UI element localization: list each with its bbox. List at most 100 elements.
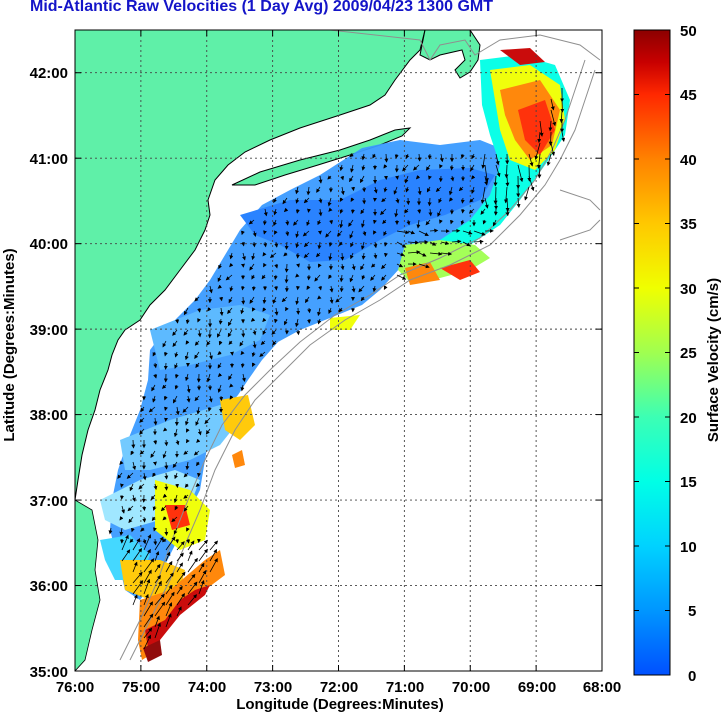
velocity-arrow xyxy=(262,219,267,226)
velocity-arrow xyxy=(328,252,333,261)
colorbar-tick-label: 45 xyxy=(680,87,697,104)
velocity-arrow xyxy=(150,450,156,458)
velocity-arrow xyxy=(209,540,219,551)
velocity-arrow xyxy=(249,296,255,304)
colorbar-tick-label: 20 xyxy=(680,410,697,427)
velocity-arrow xyxy=(152,505,157,511)
velocity-arrow xyxy=(153,527,157,532)
lat-tick-label: 41:00 xyxy=(30,151,68,168)
velocity-arrow xyxy=(206,340,211,346)
velocity-arrow xyxy=(132,461,137,471)
velocity-arrow xyxy=(262,317,267,323)
velocity-arrow xyxy=(302,230,310,237)
velocity-arrow xyxy=(451,239,462,244)
velocity-arrow xyxy=(262,296,267,304)
velocity-arrow xyxy=(373,252,378,259)
velocity-arrow xyxy=(435,186,442,192)
lat-tick-label: 42:00 xyxy=(30,65,68,82)
velocity-arrow xyxy=(396,274,407,280)
velocity-arrow xyxy=(251,351,256,358)
velocity-arrow xyxy=(187,594,198,606)
velocity-arrow xyxy=(143,578,151,595)
velocity-arrow xyxy=(327,197,332,207)
velocity-arrow xyxy=(550,98,555,111)
velocity-arrow xyxy=(143,548,151,562)
velocity-arrow xyxy=(151,516,156,522)
lon-tick-label: 72:00 xyxy=(320,679,358,696)
velocity-arrow xyxy=(427,153,432,160)
velocity-arrow xyxy=(154,563,161,573)
velocity-arrow xyxy=(240,384,245,392)
velocity-arrow xyxy=(405,186,410,193)
velocity-arrow xyxy=(176,593,185,606)
velocity-arrow xyxy=(183,494,189,499)
velocity-arrow xyxy=(240,362,245,368)
lon-tick-label: 73:00 xyxy=(254,679,292,696)
velocity-arrow xyxy=(450,175,455,182)
velocity-arrow xyxy=(338,307,343,313)
velocity-arrow xyxy=(263,262,267,268)
velocity-arrows xyxy=(108,87,566,650)
velocity-arrow xyxy=(126,472,134,479)
velocity-arrow xyxy=(537,131,542,143)
velocity-arrow xyxy=(217,284,222,289)
velocity-arrow xyxy=(317,295,322,300)
velocity-arrow xyxy=(328,307,332,314)
velocity-arrow xyxy=(394,208,399,218)
velocity-arrow xyxy=(492,219,497,227)
velocity-arrow xyxy=(162,427,168,432)
velocity-arrow xyxy=(380,208,387,216)
velocity-arrow xyxy=(407,240,420,245)
velocity-arrow xyxy=(142,505,147,511)
velocity-arrow xyxy=(537,164,542,179)
velocity-arrow xyxy=(119,527,124,536)
velocity-arrow xyxy=(360,175,365,184)
velocity-arrow xyxy=(372,153,377,159)
colorbar-tick-label: 0 xyxy=(688,668,696,685)
velocity-arrow xyxy=(185,340,190,345)
velocity-arrow xyxy=(306,285,311,290)
velocity-arrow xyxy=(140,527,145,532)
velocity-arrow xyxy=(381,263,387,270)
velocity-arrow xyxy=(348,219,354,227)
velocity-arrow xyxy=(429,251,443,256)
velocity-arrow xyxy=(361,219,365,228)
velocity-arrow xyxy=(274,241,279,248)
velocity-arrow xyxy=(429,241,437,246)
velocity-arrow xyxy=(217,384,222,393)
velocity-arrow xyxy=(152,351,157,357)
velocity-arrow xyxy=(350,252,354,260)
velocity-arrow xyxy=(370,274,376,281)
velocity-arrow xyxy=(381,274,387,281)
velocity-arrow xyxy=(252,340,257,349)
velocity-arrow xyxy=(373,241,378,249)
velocity-arrow xyxy=(373,219,377,225)
velocity-arrow xyxy=(132,594,138,606)
velocity-arrow xyxy=(165,536,176,551)
colorbar-tick-label: 5 xyxy=(688,603,696,620)
velocity-arrow xyxy=(185,461,190,471)
colorbar-tick-label: 30 xyxy=(680,281,697,298)
velocity-arrow xyxy=(306,186,311,196)
velocity-arrow xyxy=(161,384,167,389)
velocity-arrow xyxy=(164,483,169,491)
velocity-arrow xyxy=(383,164,388,169)
velocity-arrow xyxy=(504,164,509,179)
velocity-arrow xyxy=(176,606,182,617)
velocity-arrow xyxy=(249,263,255,271)
velocity-arrow xyxy=(546,153,552,166)
velocity-arrow xyxy=(360,241,365,250)
velocity-arrow xyxy=(164,439,169,447)
velocity-arrow xyxy=(396,252,405,257)
velocity-arrow xyxy=(174,351,179,358)
velocity-arrow xyxy=(261,274,266,280)
velocity-arrow xyxy=(273,208,278,216)
velocity-arrow xyxy=(153,483,158,490)
velocity-arrow xyxy=(128,516,134,524)
velocity-arrow xyxy=(404,175,409,184)
velocity-arrow xyxy=(132,538,141,551)
velocity-arrow xyxy=(196,472,201,478)
velocity-arrow xyxy=(140,406,145,413)
velocity-arrow xyxy=(187,573,196,584)
